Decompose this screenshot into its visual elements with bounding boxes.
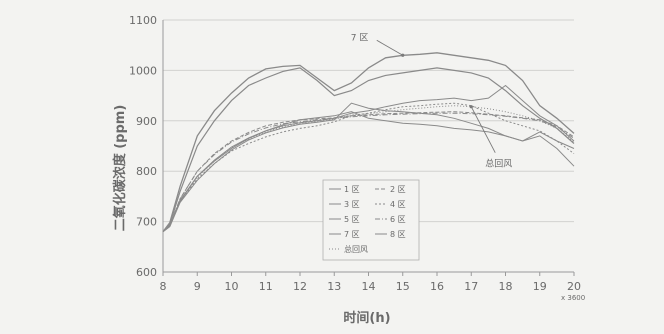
y-tick-label: 1000	[129, 64, 157, 77]
x-tick-label: 9	[194, 280, 201, 293]
y-tick-label: 800	[136, 165, 157, 178]
x-axis-multiplier-label: x 3600	[561, 294, 585, 302]
y-tick-label: 1100	[129, 14, 157, 27]
x-tick-label: 17	[464, 280, 478, 293]
series-line-3	[162, 67, 575, 233]
series-line-6	[162, 112, 575, 233]
annotation-arrow	[470, 106, 496, 153]
x-tick-label: 16	[430, 280, 444, 293]
x-tick-label: 19	[533, 280, 547, 293]
series-line-7	[162, 52, 575, 233]
x-tick-label: 15	[396, 280, 410, 293]
x-tick-label: 13	[327, 280, 341, 293]
x-tick-label: 20	[567, 280, 581, 293]
x-axis-title: 时间(h)	[343, 310, 390, 326]
annotation-label: 总回风	[485, 158, 512, 170]
legend-label: 5 区	[344, 215, 360, 224]
legend-label: 8 区	[390, 230, 406, 239]
y-tick-label: 700	[136, 216, 157, 229]
annotation-arrow	[376, 39, 403, 56]
legend-label: 1 区	[344, 185, 360, 194]
series-line-4	[162, 102, 575, 233]
series-layer	[162, 52, 575, 233]
annotation-arrowhead	[401, 53, 405, 57]
x-tick-label: 8	[160, 280, 167, 293]
series-line-9	[162, 105, 575, 233]
series-line-8	[162, 84, 575, 233]
axes-layer: 600 700 800 900 1000 1100 8 9 10 11 12 13 14 15 16 17 18…	[129, 14, 581, 293]
x-tick-label: 10	[225, 280, 239, 293]
x-tick-label: 12	[293, 280, 307, 293]
legend-label: 总回风	[344, 244, 368, 254]
series-line-5	[162, 102, 575, 233]
legend-label: 2 区	[390, 185, 406, 194]
annotation-arrowhead	[469, 105, 473, 109]
legend-label: 4 区	[390, 200, 406, 209]
legend-label: 3 区	[344, 200, 360, 209]
legend-label: 7 区	[344, 230, 360, 239]
x-tick-label: 14	[362, 280, 376, 293]
y-tick-label: 600	[136, 266, 157, 279]
y-axis-title: 二氧化碳浓度 (ppm)	[112, 105, 128, 232]
y-tick-label: 900	[136, 115, 157, 128]
legend-box	[322, 179, 420, 261]
x-tick-label: 11	[259, 280, 273, 293]
series-line-2	[162, 111, 575, 233]
annotation-label: 7 区	[351, 32, 369, 43]
legend-label: 6 区	[390, 215, 406, 224]
x-tick-label: 18	[499, 280, 513, 293]
